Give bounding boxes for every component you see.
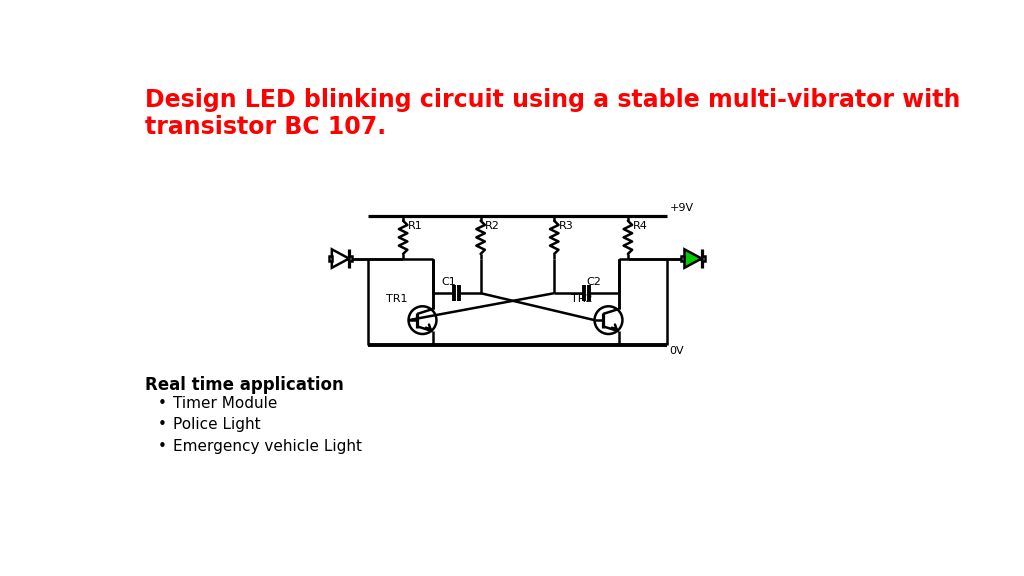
Text: TR2: TR2 (571, 294, 593, 304)
Text: C2: C2 (587, 277, 601, 287)
Text: Real time application: Real time application (145, 376, 344, 393)
Text: •: • (158, 396, 166, 411)
Text: C1: C1 (441, 277, 457, 287)
Text: Timer Module: Timer Module (173, 396, 278, 411)
Bar (329, 256, 332, 261)
Text: •: • (158, 417, 166, 432)
Text: transistor BC 107.: transistor BC 107. (145, 115, 386, 139)
Bar (681, 256, 684, 261)
Polygon shape (684, 249, 701, 268)
Text: Design LED blinking circuit using a stable multi-vibrator with: Design LED blinking circuit using a stab… (145, 88, 961, 112)
Text: TR1: TR1 (385, 294, 407, 304)
Text: R1: R1 (408, 221, 423, 231)
Text: 0V: 0V (670, 346, 684, 357)
Polygon shape (332, 249, 349, 268)
Text: R4: R4 (633, 221, 647, 231)
Text: R3: R3 (559, 221, 573, 231)
Bar (349, 256, 352, 261)
Bar (701, 256, 705, 261)
Text: +9V: +9V (670, 203, 694, 213)
Text: R2: R2 (485, 221, 500, 231)
Text: Emergency vehicle Light: Emergency vehicle Light (173, 439, 361, 454)
Text: Police Light: Police Light (173, 417, 260, 432)
Text: •: • (158, 439, 166, 454)
